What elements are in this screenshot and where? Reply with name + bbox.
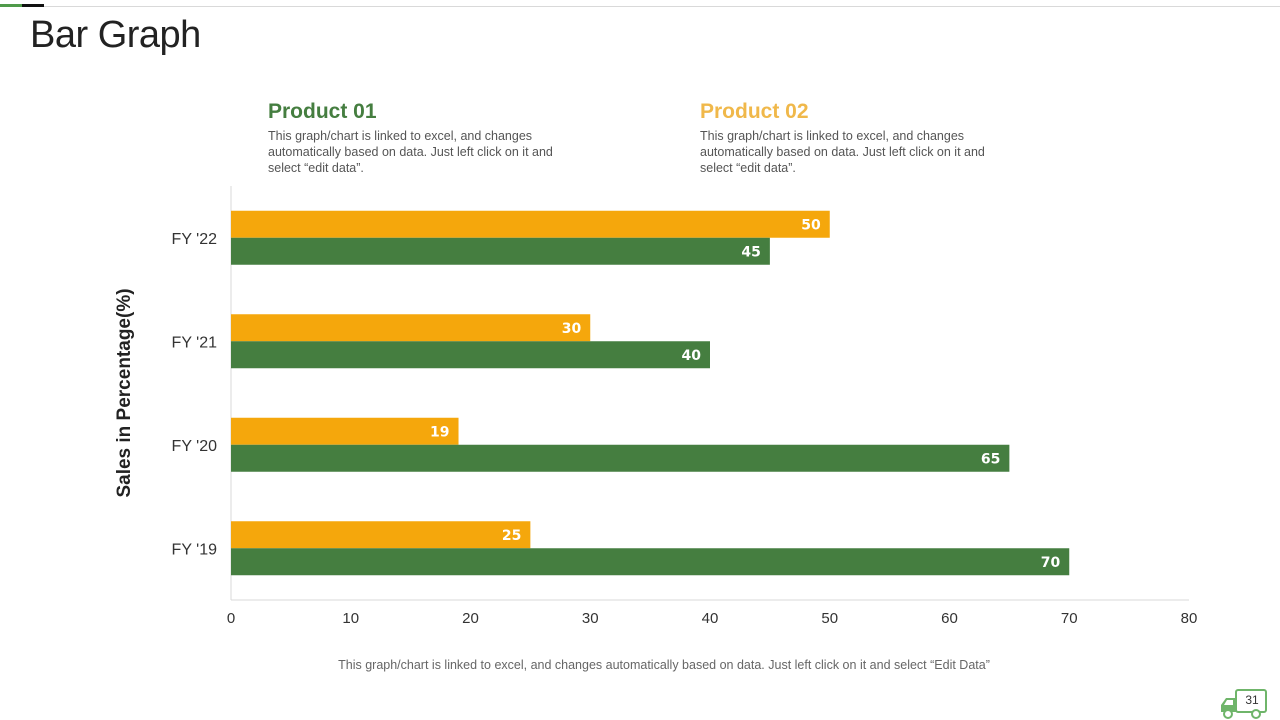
top-accent-green [0,4,22,7]
bar-product-01-fy19 [231,548,1070,576]
bar-product-01-fy20 [231,444,1010,472]
bar-product-02-fy21 [231,314,591,342]
bar-product-02-fy19 [231,521,531,549]
data-label-product-01-fy19: 70 [1041,555,1061,571]
legend-title-product-02: Product 02 [700,100,809,123]
x-tick-label-0: 0 [227,610,235,627]
x-tick-label-30: 30 [582,610,599,627]
legend-product-02: Product 02 This graph/chart is linked to… [700,100,1030,176]
top-rule [0,6,1280,7]
top-accent-black [22,4,44,7]
data-label-product-02-fy21: 30 [562,321,582,337]
category-label-fy20: FY '20 [172,438,218,455]
legend-title-product-01: Product 01 [268,100,377,123]
category-label-fy21: FY '21 [172,334,218,351]
x-tick-label-10: 10 [342,610,359,627]
category-label-fy22: FY '22 [172,231,218,248]
x-tick-label-80: 80 [1181,610,1198,627]
x-tick-label-20: 20 [462,610,479,627]
x-tick-label-60: 60 [941,610,958,627]
category-label-fy19: FY '19 [172,541,218,558]
bar-product-02-fy20 [231,417,459,445]
x-tick-label-40: 40 [702,610,719,627]
bar-product-02-fy22 [231,210,830,238]
footnote: This graph/chart is linked to excel, and… [338,658,990,672]
data-label-product-02-fy19: 25 [502,528,521,544]
x-tick-label-50: 50 [821,610,838,627]
legend-description-product-02: This graph/chart is linked to excel, and… [700,129,985,175]
page-number: 31 [1245,693,1259,707]
bar-product-01-fy21 [231,341,710,369]
legend-description-product-01: This graph/chart is linked to excel, and… [268,129,553,175]
y-axis-title: Sales in Percentage(%) [114,288,135,497]
delivery-truck-icon [1221,689,1267,719]
bar-product-01-fy22 [231,237,770,265]
slide-title: Bar Graph [30,14,201,56]
data-label-product-01-fy22: 45 [741,244,760,260]
data-label-product-01-fy20: 65 [981,451,1000,467]
x-tick-label-70: 70 [1061,610,1078,627]
data-label-product-01-fy21: 40 [682,348,702,364]
data-label-product-02-fy20: 19 [430,424,449,440]
legend-product-01: Product 01 This graph/chart is linked to… [268,100,598,176]
data-label-product-02-fy22: 50 [801,217,821,233]
